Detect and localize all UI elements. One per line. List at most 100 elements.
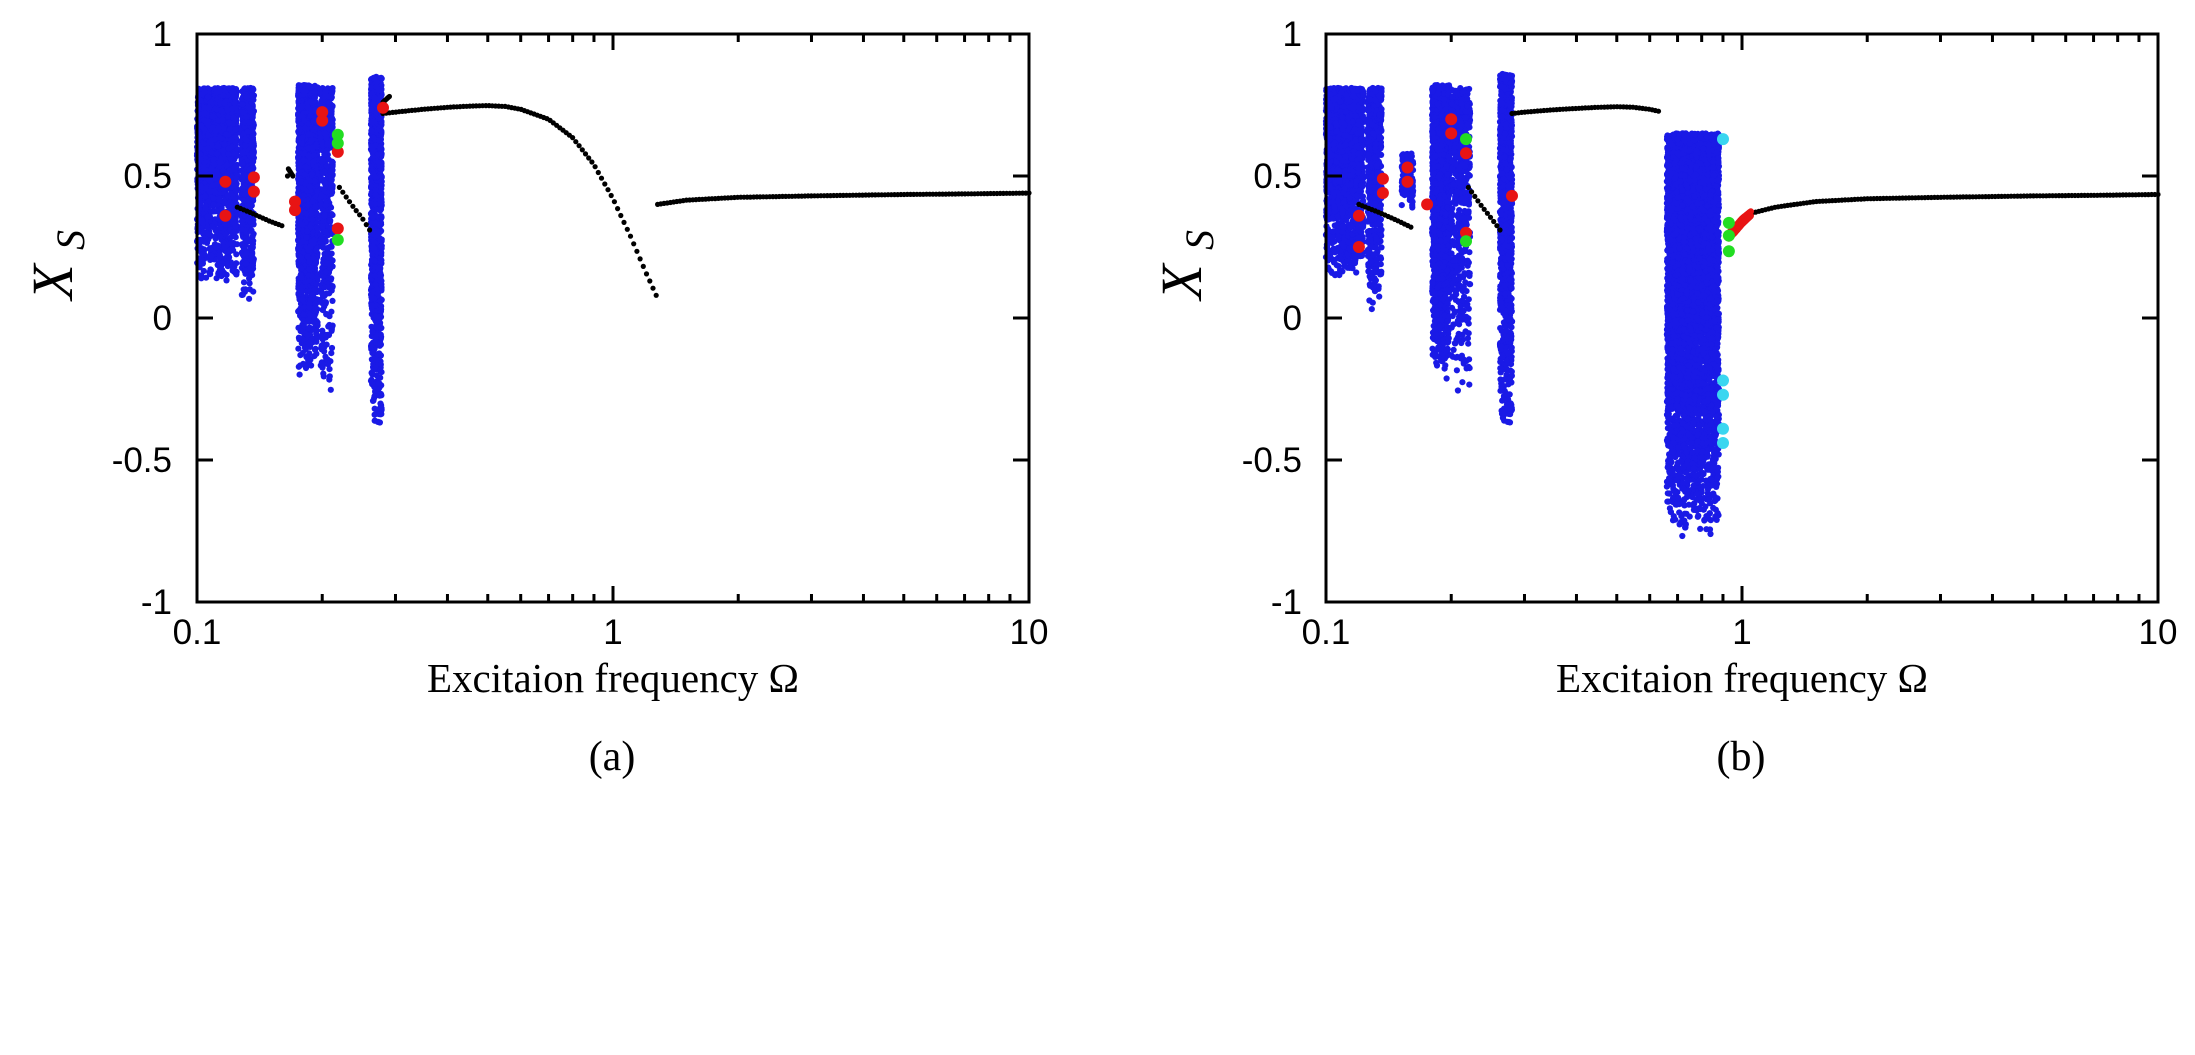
chaos-point: [295, 345, 302, 352]
chaos-point: [299, 238, 306, 245]
chaos-point: [327, 217, 334, 224]
chaos-point: [299, 288, 306, 295]
chaos-point: [243, 94, 250, 101]
chaos-point: [198, 245, 205, 252]
chaos-point: [212, 189, 219, 196]
chaos-point: [327, 109, 334, 116]
chaos-point: [326, 260, 333, 268]
chaos-point: [249, 86, 256, 93]
chaos-point: [295, 149, 302, 156]
chaotic-band: [193, 84, 241, 284]
chaos-point: [323, 245, 330, 252]
chaos-point: [322, 88, 329, 95]
chaos-point: [299, 103, 306, 110]
chaos-point: [249, 257, 256, 264]
chaos-point: [200, 117, 208, 124]
chaos-point: [320, 370, 327, 377]
chaos-point: [328, 287, 335, 294]
chaos-point: [309, 216, 316, 223]
chaos-point: [249, 92, 256, 99]
chaos-point: [307, 340, 314, 348]
chaos-point: [221, 99, 228, 107]
chaos-point: [244, 128, 251, 135]
chaos-point: [306, 350, 313, 357]
chaos-point: [242, 267, 249, 274]
chaos-point: [329, 161, 336, 169]
chaos-point: [329, 297, 336, 304]
chaos-point: [301, 124, 308, 132]
chaos-point: [201, 193, 209, 200]
chaos-point: [206, 104, 213, 111]
chaos-point: [246, 295, 253, 302]
chaos-point: [249, 134, 256, 142]
chaos-point: [198, 91, 205, 98]
data-layer: [193, 73, 1032, 426]
chaos-point: [212, 135, 219, 143]
chaos-point: [226, 254, 233, 261]
chaos-point: [328, 275, 335, 282]
chaos-point: [300, 196, 307, 203]
chaos-point: [225, 151, 232, 158]
chaos-point: [309, 291, 316, 298]
chaos-point: [295, 334, 302, 341]
chaos-point: [321, 130, 328, 137]
chaos-point: [239, 160, 246, 167]
chaos-point: [299, 134, 306, 141]
chaos-point: [249, 244, 256, 251]
chaos-point: [249, 165, 256, 172]
chaos-point: [311, 94, 318, 101]
chaos-point: [214, 171, 221, 178]
chaos-point: [250, 151, 257, 158]
chaos-point: [231, 233, 238, 240]
chaos-point: [328, 177, 335, 184]
chaos-point: [239, 226, 246, 233]
chaos-point: [231, 268, 238, 275]
chaos-point: [321, 284, 328, 291]
chaos-point: [219, 116, 226, 124]
chaos-point: [246, 119, 253, 126]
chaos-point: [309, 210, 316, 217]
chaos-point: [297, 362, 304, 369]
chaos-point: [226, 119, 233, 127]
chaos-point: [222, 199, 229, 206]
chaos-point: [232, 178, 239, 185]
chaos-point: [239, 149, 246, 157]
chaos-point: [313, 247, 320, 254]
chaos-point: [233, 260, 240, 267]
chaos-point: [319, 157, 327, 164]
chaos-point: [329, 322, 336, 330]
chaos-point: [248, 142, 255, 149]
chaos-point: [310, 158, 317, 165]
chaos-point: [231, 220, 238, 227]
chaos-point: [232, 139, 239, 146]
chaos-point: [320, 186, 327, 193]
chaos-point: [222, 231, 229, 238]
chaos-point: [306, 183, 313, 190]
chaos-point: [321, 292, 328, 300]
chaos-point: [240, 286, 247, 293]
chaos-point: [307, 112, 314, 119]
chaos-point: [211, 161, 218, 168]
chaos-point: [206, 231, 213, 238]
chaos-point: [318, 235, 326, 242]
chaos-point: [323, 147, 331, 154]
chaos-point: [232, 126, 239, 133]
chaos-point: [299, 296, 306, 303]
chaos-point: [214, 261, 221, 269]
chaos-point: [239, 184, 246, 191]
chaos-point: [319, 327, 326, 334]
chaos-point: [216, 251, 223, 258]
chaos-point: [325, 254, 332, 261]
chaos-point: [204, 145, 211, 152]
chaos-point: [306, 266, 313, 273]
chaos-point: [304, 332, 311, 339]
chaos-point: [297, 328, 304, 335]
chaos-point: [301, 88, 308, 95]
chaos-point: [319, 362, 327, 369]
chaos-point: [197, 156, 204, 163]
chaos-point: [221, 244, 228, 251]
chaos-point: [239, 101, 246, 108]
chaotic-bands: [193, 73, 385, 426]
